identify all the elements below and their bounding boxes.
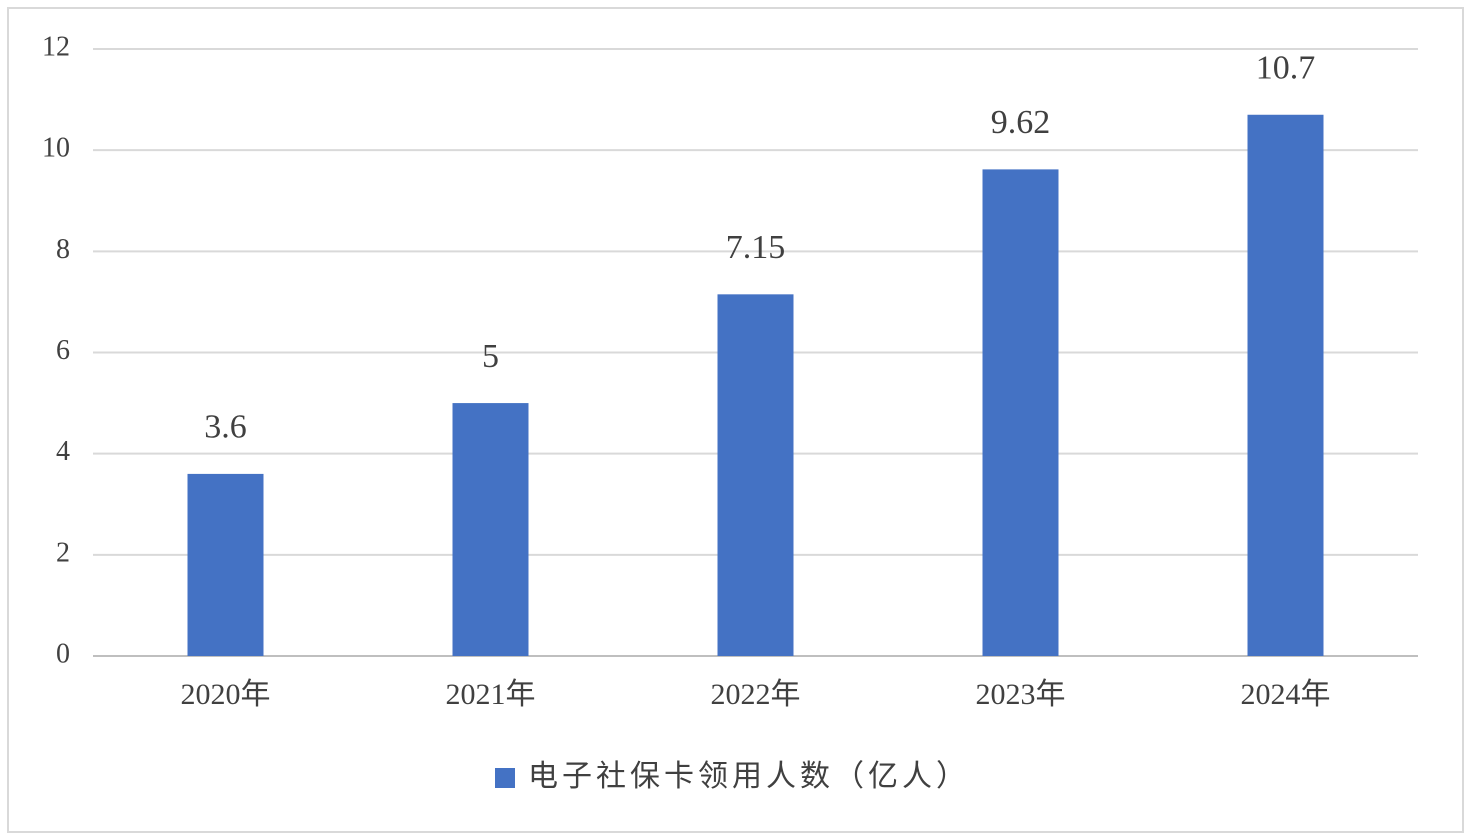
y-tick-label: 12 [42,31,70,62]
x-tick-label: 2023年 [976,678,1066,711]
x-tick-label: 2024年 [1241,678,1331,711]
legend-swatch [495,768,515,788]
data-label: 3.6 [204,409,247,446]
bar [452,403,529,656]
x-tick-label: 2020年 [181,678,271,711]
y-tick-label: 6 [56,335,70,366]
y-tick-label: 0 [56,638,70,669]
data-label: 7.15 [726,229,786,266]
bar [187,473,264,656]
y-tick-label: 10 [42,133,70,164]
x-tick-label: 2022年 [711,678,801,711]
legend-label: 电子社保卡领用人数（亿人） [528,760,970,793]
y-tick-label: 2 [56,537,70,568]
y-tick-label: 8 [56,234,70,265]
bar [717,294,794,656]
data-label: 10.7 [1256,50,1316,87]
y-tick-label: 4 [56,436,70,467]
bar [982,169,1059,656]
x-tick-label: 2021年 [446,678,536,711]
data-label: 5 [482,338,499,375]
bar [1247,114,1324,657]
data-label: 9.62 [991,104,1051,141]
